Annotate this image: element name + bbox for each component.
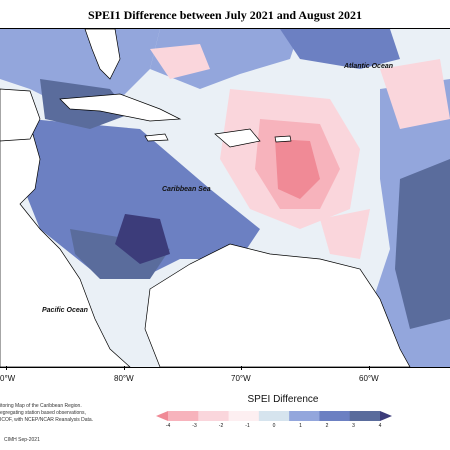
negative-region-south xyxy=(320,209,370,259)
legend-tick-label: 1 xyxy=(299,423,302,429)
legend-tick-labels: -4 -3 -2 -1 0 1 2 3 4 xyxy=(156,423,392,433)
credit-line: ICOF, with NCEP/NCAR Reanalysis Data. xyxy=(0,417,94,423)
land-south-america xyxy=(144,243,411,367)
caribbean-sea-label: Caribbean Sea xyxy=(162,186,211,193)
land-cuba xyxy=(59,93,182,122)
legend-end-cap-high xyxy=(380,411,392,421)
spei-map xyxy=(0,29,450,367)
legend-color-segment xyxy=(228,411,260,421)
credits-text: itoring Map of the Caribbean Region. egr… xyxy=(0,403,120,424)
map-area: Atlantic Ocean Caribbean Sea Pacific Oce… xyxy=(0,28,450,368)
negative-region-north xyxy=(150,44,210,79)
land-central-america xyxy=(0,118,131,367)
legend-tick-label: -1 xyxy=(245,423,250,429)
land-jamaica xyxy=(144,133,169,142)
credit-line: egregating station based observations, xyxy=(0,410,86,416)
positive-region-caribbean-dark xyxy=(70,229,170,279)
legend-tick-label: 4 xyxy=(378,423,382,429)
map-title: SPEI1 Difference between July 2021 and A… xyxy=(87,8,363,22)
longitude-label: 80°W xyxy=(114,374,134,383)
positive-region-strong xyxy=(115,214,170,264)
legend-tick-label: -4 xyxy=(165,423,171,429)
land-puerto-rico xyxy=(274,135,292,143)
negative-region-northeast xyxy=(380,59,450,129)
longitude-label: 70°W xyxy=(231,374,251,383)
longitude-tick-mark xyxy=(6,366,7,370)
legend-color-segment xyxy=(168,411,199,421)
pacific-ocean-label: Pacific Ocean xyxy=(42,307,88,314)
legend-colorbar xyxy=(156,411,392,421)
longitude-tick-mark xyxy=(369,366,370,370)
longitude-label: 0°W xyxy=(0,374,16,383)
legend-tick-label: -3 xyxy=(192,423,197,429)
longitude-tick-mark xyxy=(241,366,242,370)
legend-tick-label: -2 xyxy=(218,423,224,429)
legend-tick-label: 0 xyxy=(272,423,276,429)
land-florida xyxy=(84,29,121,80)
legend-color-segment xyxy=(289,411,320,421)
legend-color-segment xyxy=(258,411,290,421)
credit-date: CIMH Sep-2021 xyxy=(4,437,40,443)
legend-tick-label: 3 xyxy=(352,423,355,429)
land-yucatan xyxy=(0,88,41,142)
longitude-label: 60°W xyxy=(359,374,379,383)
credit-line: itoring Map of the Caribbean Region. xyxy=(0,403,82,409)
negative-region-central-strong xyxy=(275,139,320,199)
legend-end-cap-low xyxy=(156,411,168,421)
land-hispaniola xyxy=(214,128,261,148)
legend-color-segment xyxy=(198,411,230,421)
legend-title: SPEI Difference xyxy=(247,394,319,405)
longitude-tick-mark xyxy=(124,366,125,370)
legend-color-segment xyxy=(349,411,381,421)
legend-color-segment xyxy=(319,411,351,421)
legend-colorbar-svg xyxy=(156,411,392,421)
atlantic-ocean-label: Atlantic Ocean xyxy=(344,63,394,70)
positive-region-northeast xyxy=(280,29,400,69)
positive-region-southeast-dark xyxy=(395,159,450,329)
legend-tick-label: 2 xyxy=(325,423,329,429)
positive-region-northwest xyxy=(0,29,160,109)
